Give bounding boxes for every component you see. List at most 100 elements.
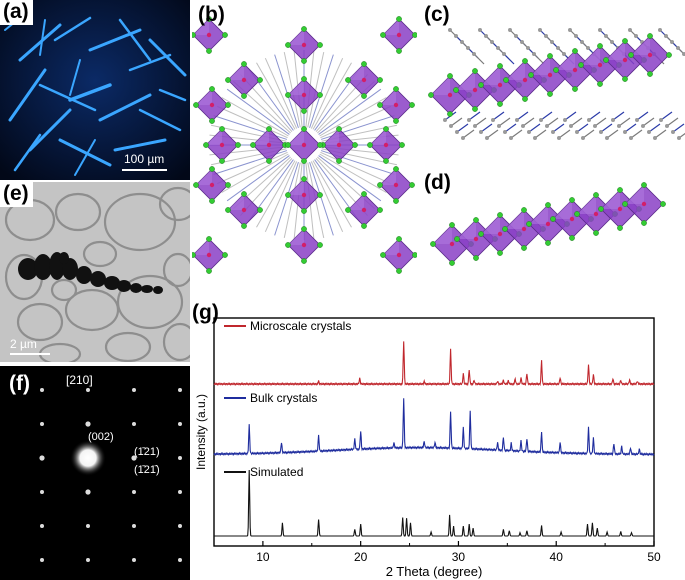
organic-spacer: [473, 53, 485, 65]
diffraction-spot: [40, 490, 44, 494]
panel-a-micrograph: (a) 100 µm: [0, 0, 190, 180]
carbon-atom: [443, 118, 447, 122]
carbon-atom: [485, 136, 489, 140]
carbon-atom: [509, 136, 513, 140]
carbon-atom: [634, 34, 638, 38]
crystal-structure-c: [428, 28, 685, 140]
diffraction-spot: [132, 490, 136, 494]
carbon-atom: [677, 136, 681, 140]
carbon-atom: [484, 34, 488, 38]
organic-spacer: [636, 111, 649, 121]
octahedron: [285, 226, 323, 264]
organic-spacer: [570, 117, 583, 127]
carbon-atom: [467, 118, 471, 122]
organic-spacer: [307, 162, 325, 239]
organic-spacer: [498, 117, 511, 127]
octahedron: [345, 191, 383, 229]
diffraction-spot: [178, 422, 182, 426]
microwire-image: [0, 0, 190, 180]
organic-spacer: [576, 123, 589, 133]
spot-label-m121: (1̄21): [134, 446, 160, 458]
carbon-atom: [574, 34, 578, 38]
panel-b-structure: (b): [192, 0, 417, 290]
carbon-atom: [598, 28, 602, 32]
carbon-atom: [587, 118, 591, 122]
carbon-atom: [647, 130, 651, 134]
diffraction-spot: [39, 455, 45, 461]
carbon-atom: [629, 136, 633, 140]
octahedron: [377, 86, 415, 124]
organic-spacer: [309, 161, 334, 236]
octahedron: [192, 16, 228, 54]
panel-e-label: (e): [0, 182, 33, 207]
scale-bar-e: [10, 353, 50, 355]
microwire-rod: [158, 88, 187, 102]
carbon-atom: [575, 130, 579, 134]
octahedron: [345, 61, 383, 99]
carbon-atom: [449, 124, 453, 128]
carbon-atom: [461, 136, 465, 140]
organic-spacer: [546, 117, 559, 127]
carbon-atom: [562, 52, 566, 56]
carbon-atom: [497, 124, 501, 128]
organic-spacer: [606, 129, 619, 139]
carbon-atom: [551, 130, 555, 134]
carbon-atom: [556, 46, 560, 50]
microwire-rod: [148, 38, 187, 77]
carbon-atom: [490, 40, 494, 44]
carbon-atom: [545, 124, 549, 128]
diffraction-spot: [85, 421, 91, 427]
octahedron: [503, 58, 547, 102]
organic-spacer: [456, 123, 469, 133]
microwire-rod: [88, 28, 142, 52]
xrd-trace: [213, 398, 655, 457]
organic-spacer: [540, 111, 553, 121]
diffraction-spot: [178, 524, 182, 528]
carbon-atom: [472, 52, 476, 56]
carbon-atom: [544, 34, 548, 38]
panel-d-label: (d): [424, 171, 451, 194]
scale-text-a: 100 µm: [124, 152, 165, 166]
organic-spacer: [221, 97, 289, 137]
octahedron: [603, 38, 647, 82]
organic-spacer: [552, 123, 565, 133]
carbon-atom: [533, 136, 537, 140]
diffraction-spot: [40, 558, 44, 562]
diffraction-spot: [132, 422, 136, 426]
microwire-rod: [13, 133, 42, 172]
organic-spacer: [264, 58, 298, 129]
microwire-rod: [69, 59, 81, 96]
microwire-rod: [8, 68, 47, 122]
carbon-atom: [527, 130, 531, 134]
tem-image: [0, 182, 190, 362]
xrd-trace: [214, 469, 654, 537]
organic-spacer: [283, 51, 301, 128]
diffraction-spot: [86, 558, 90, 562]
organic-spacer: [558, 129, 571, 139]
organic-spacer: [221, 153, 289, 193]
carbon-atom: [454, 34, 458, 38]
microwire-rod: [118, 18, 152, 62]
spot-label-m12m1: (1̄21̄): [134, 464, 160, 476]
carbon-atom: [538, 28, 542, 32]
microwire-rod: [28, 108, 72, 152]
diffraction-spot: [85, 489, 91, 495]
xrd-series: Microscale crystals: [213, 319, 655, 387]
x-axis-label: 2 Theta (degree): [386, 564, 483, 579]
carbon-atom: [539, 118, 543, 122]
organic-spacer: [660, 111, 673, 121]
carbon-atom: [479, 130, 483, 134]
diffraction-spot: [86, 388, 90, 392]
carbon-atom: [610, 40, 614, 44]
octahedron: [285, 176, 323, 214]
organic-spacer: [217, 151, 288, 185]
microwire-rod: [18, 23, 62, 62]
microwire-rod: [98, 93, 152, 122]
carbon-atom: [473, 124, 477, 128]
organic-spacer: [648, 123, 661, 133]
carbon-atom: [515, 118, 519, 122]
panel-c-label: (c): [424, 3, 450, 26]
organic-spacer: [533, 53, 545, 65]
carbon-atom: [635, 118, 639, 122]
organic-spacer: [516, 111, 529, 121]
